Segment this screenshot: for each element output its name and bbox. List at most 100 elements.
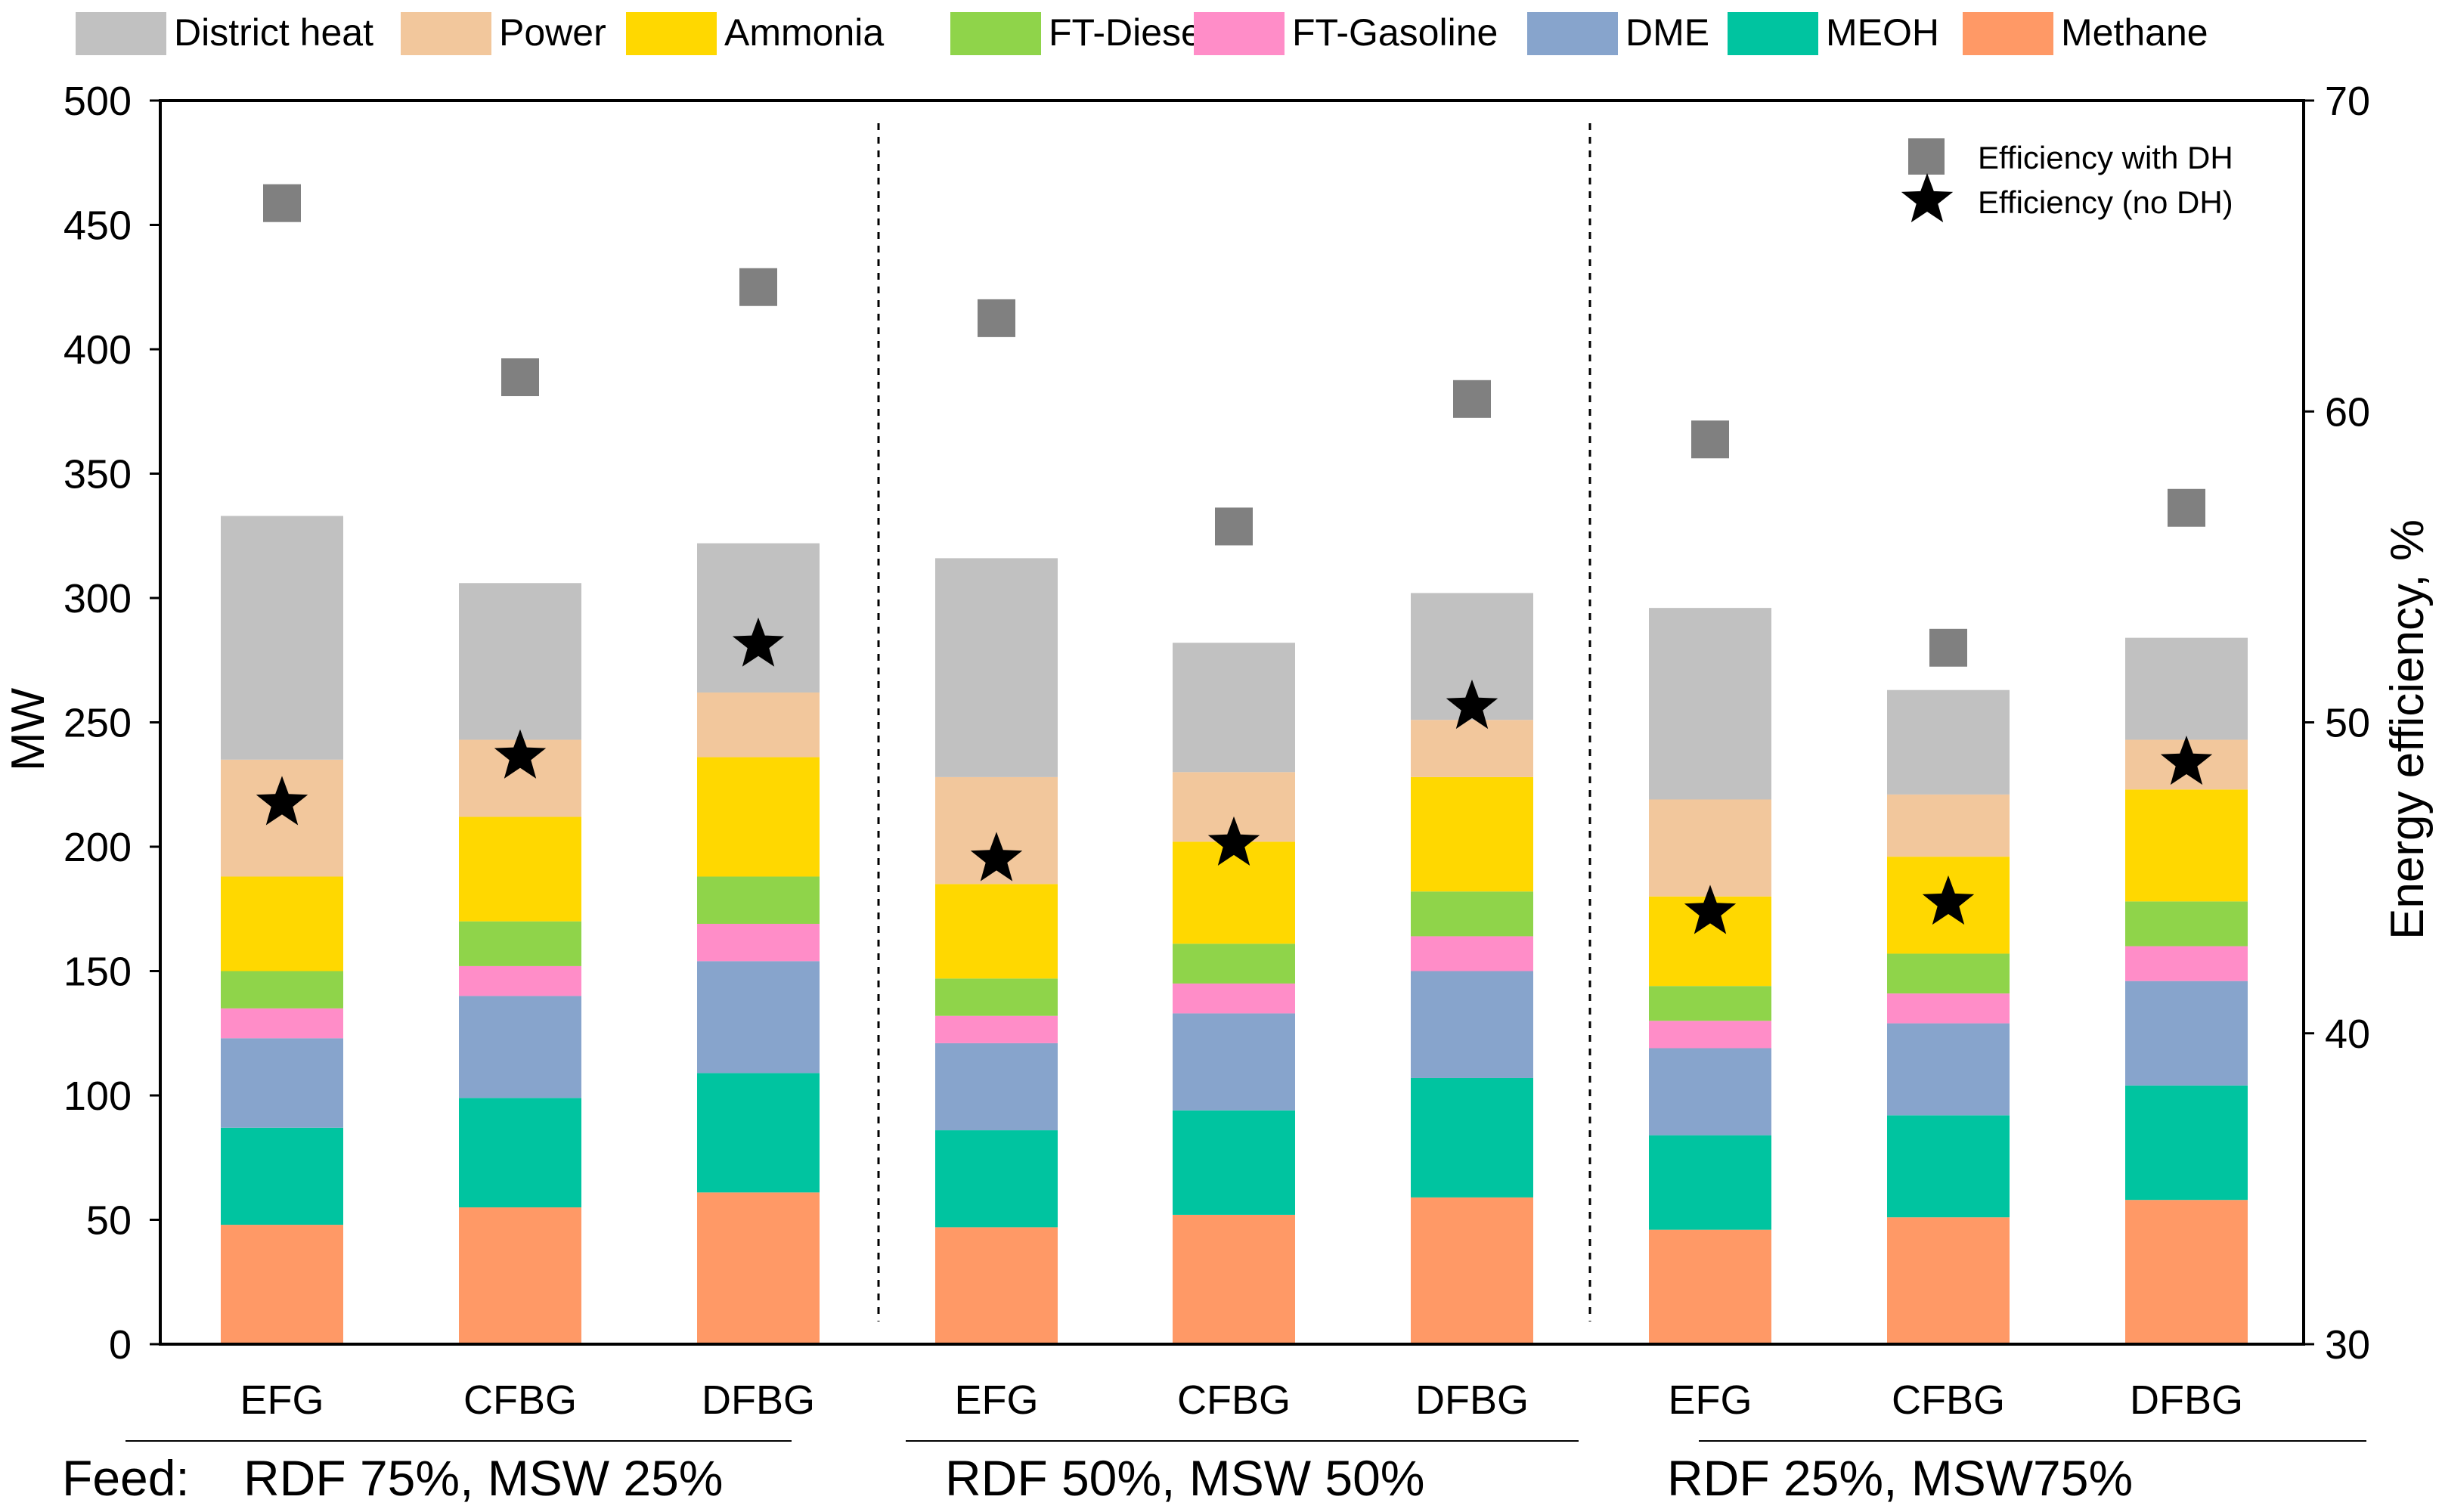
y-tick-label-250: 250 [64, 701, 132, 746]
bar-4-ft-diesel [935, 978, 1058, 1016]
axes: 0 50 100 150 200 250 300 350 400 450 500 30 40 50 60 70… [2, 79, 2434, 1368]
bar-5-ammonia [1173, 841, 1295, 944]
bar-9-ft-diesel [2125, 901, 2248, 947]
bar-2-dme [459, 996, 581, 1098]
legend-label-ft-diesel: FT-Diesel [1049, 11, 1210, 54]
group-label-1: RDF 75%, MSW 25% [243, 1450, 723, 1506]
bar-3-ammonia [697, 757, 820, 877]
bar-4-methane [935, 1227, 1058, 1344]
bar-3-methane [697, 1192, 820, 1344]
x-tick-label-4: EFG [954, 1377, 1038, 1423]
bar-9-dme [2125, 981, 2248, 1086]
marker-dh-8 [1929, 628, 1967, 667]
feed-group-labels: Feed: RDF 75%, MSW 25% RDF 50%, MSW 50% RDF… [62, 1440, 2366, 1506]
legend-label-ammonia: Ammonia [724, 11, 884, 54]
bar-7-meoh [1649, 1135, 1771, 1230]
bar-6-meoh [1411, 1077, 1533, 1198]
bar-5-methane [1173, 1214, 1295, 1344]
legend-swatch-district-heat [76, 12, 166, 55]
x-tick-label-9: DFBG [2130, 1377, 2243, 1423]
y-tick-label-100: 100 [64, 1074, 132, 1119]
bar-8-dme [1887, 1023, 2010, 1116]
y-tick-label-450: 450 [64, 203, 132, 249]
y-tick-label-0: 0 [109, 1322, 132, 1368]
bar-6-ft-gasoline [1411, 936, 1533, 971]
legend-label-district-heat: District heat [174, 11, 373, 54]
y2-tick-label-70: 70 [2325, 79, 2370, 124]
bar-5-ft-diesel [1173, 943, 1295, 984]
y-tick-label-400: 400 [64, 327, 132, 373]
y-tick-label-350: 350 [64, 452, 132, 497]
marker-nodh-4 [970, 832, 1023, 881]
x-tick-label-8: CFBG [1892, 1377, 2005, 1423]
bar-1-ft-diesel [221, 971, 343, 1009]
x-tick-label-2: CFBG [463, 1377, 577, 1423]
y2-tick-label-60: 60 [2325, 389, 2370, 435]
bar-4-ft-gasoline [935, 1015, 1058, 1043]
bar-1-dme [221, 1038, 343, 1128]
group-label-3: RDF 25%, MSW75% [1667, 1450, 2133, 1506]
y-axis-title: MW [2, 687, 54, 771]
efficiency-legend: Efficiency with DH Efficiency (no DH) [1901, 138, 2233, 223]
legend-label-ft-gasoline: FT-Gasoline [1292, 11, 1498, 54]
y2-tick-label-40: 40 [2325, 1012, 2370, 1057]
marker-nodh-3 [732, 617, 785, 667]
legend-label-power: Power [499, 11, 606, 54]
bar-3-dme [697, 961, 820, 1074]
y2-tick-label-50: 50 [2325, 701, 2370, 746]
bar-6-ft-diesel [1411, 891, 1533, 937]
marker-dh-6 [1453, 380, 1491, 418]
legend-swatch-meoh [1728, 12, 1818, 55]
bar-9-meoh [2125, 1085, 2248, 1201]
bar-7-methane [1649, 1229, 1771, 1344]
bar-7-district-heat [1649, 608, 1771, 800]
y-tick-label-500: 500 [64, 79, 132, 124]
group-label-2: RDF 50%, MSW 50% [945, 1450, 1424, 1506]
bar-7-ft-gasoline [1649, 1021, 1771, 1049]
bar-7-dme [1649, 1048, 1771, 1136]
marker-nodh-8 [1922, 875, 1975, 925]
marker-dh-3 [739, 268, 777, 306]
marker-dh-1 [263, 184, 301, 222]
bar-4-dme [935, 1043, 1058, 1131]
bar-8-methane [1887, 1217, 2010, 1344]
legend-label-meoh: MEOH [1826, 11, 1939, 54]
bar-2-ammonia [459, 816, 581, 922]
marker-nodh-7 [1684, 885, 1737, 934]
bar-6-dme [1411, 971, 1533, 1078]
bar-1-ammonia [221, 876, 343, 971]
bar-1-methane [221, 1225, 343, 1344]
efficiency-markers [256, 184, 2213, 934]
bar-4-meoh [935, 1130, 1058, 1228]
marker-nodh-5 [1207, 816, 1260, 866]
bar-1-district-heat [221, 516, 343, 760]
bar-2-ft-gasoline [459, 965, 581, 996]
marker-nodh-2 [494, 729, 547, 779]
x-axis-labels: EFG CFBG DFBG EFG CFBG DFBG EFG CFBG DFBG [240, 1377, 2243, 1423]
bar-4-district-heat [935, 558, 1058, 777]
marker-dh-2 [501, 358, 539, 397]
x-tick-label-6: DFBG [1415, 1377, 1529, 1423]
bar-6-power [1411, 720, 1533, 777]
bar-8-ft-gasoline [1887, 993, 2010, 1024]
legend-label-dme: DME [1625, 11, 1709, 54]
stacked-bars [221, 516, 2248, 1344]
bar-2-district-heat [459, 583, 581, 740]
y2-axis-title: Energy efficiency, % [2382, 519, 2434, 940]
bar-9-methane [2125, 1200, 2248, 1344]
legend-swatch-ft-gasoline [1194, 12, 1285, 55]
legend-label-methane: Methane [2061, 11, 2208, 54]
bar-6-methane [1411, 1197, 1533, 1344]
legend-swatch-methane [1963, 12, 2053, 55]
legend-label-efficiency-nodh: Efficiency (no DH) [1978, 184, 2233, 220]
y-tick-label-150: 150 [64, 950, 132, 995]
bar-9-ft-gasoline [2125, 946, 2248, 981]
bar-9-ammonia [2125, 789, 2248, 902]
x-tick-label-5: CFBG [1177, 1377, 1291, 1423]
bar-2-meoh [459, 1098, 581, 1208]
y2-tick-label-30: 30 [2325, 1322, 2370, 1368]
legend-swatch-power [401, 12, 491, 55]
x-tick-label-1: EFG [240, 1377, 324, 1423]
y-tick-label-300: 300 [64, 576, 132, 621]
